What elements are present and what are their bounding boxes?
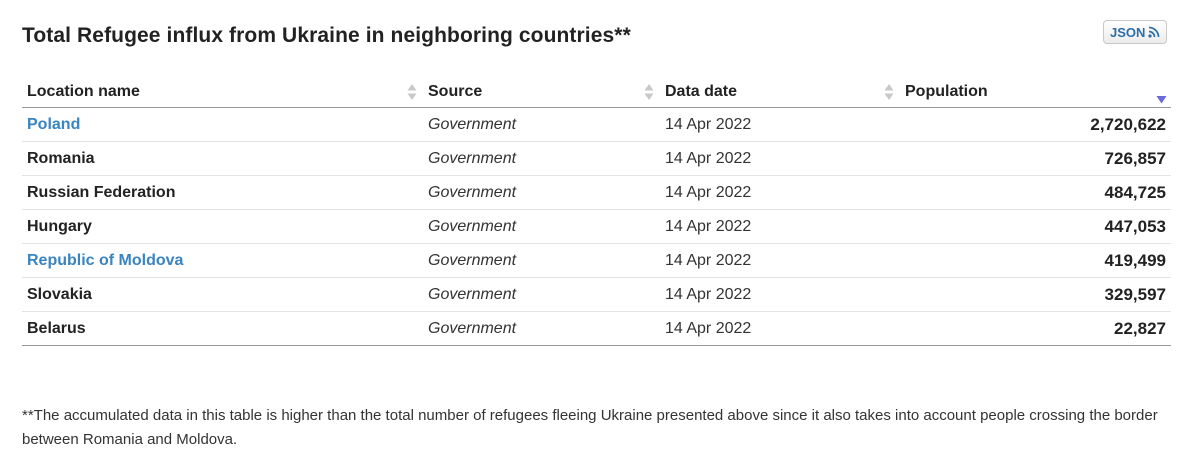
population-cell: 329,597 — [900, 277, 1171, 312]
sort-both-icon — [407, 84, 417, 100]
column-header-label: Location name — [27, 83, 140, 100]
location-cell: Belarus — [22, 311, 423, 346]
column-header-label: Population — [905, 83, 988, 100]
date-cell: 14 Apr 2022 — [660, 243, 900, 278]
table-row: Russian Federation Government 14 Apr 202… — [22, 175, 1171, 210]
source-cell: Government — [423, 277, 660, 312]
sort-descending-icon — [1156, 96, 1167, 104]
location-cell: Hungary — [22, 209, 423, 244]
footnote: **The accumulated data in this table is … — [22, 407, 1158, 448]
location-link-poland[interactable]: Poland — [22, 107, 423, 142]
column-header-location[interactable]: Location name — [22, 77, 423, 108]
date-cell: 14 Apr 2022 — [660, 107, 900, 142]
source-cell: Government — [423, 175, 660, 210]
source-cell: Government — [423, 243, 660, 278]
column-header-date[interactable]: Data date — [660, 77, 900, 108]
population-cell: 447,053 — [900, 209, 1171, 244]
column-header-source[interactable]: Source — [423, 77, 660, 108]
table-row: Belarus Government 14 Apr 2022 22,827 — [22, 311, 1171, 346]
date-cell: 14 Apr 2022 — [660, 141, 900, 176]
sort-both-icon — [644, 84, 654, 100]
population-cell: 22,827 — [900, 311, 1171, 346]
column-header-population[interactable]: Population — [900, 77, 1171, 108]
table-header-row: Location name Source Data date — [22, 77, 1171, 108]
location-link-moldova[interactable]: Republic of Moldova — [22, 243, 423, 278]
source-cell: Government — [423, 209, 660, 244]
location-cell: Slovakia — [22, 277, 423, 312]
table-row: Slovakia Government 14 Apr 2022 329,597 — [22, 277, 1171, 312]
json-button-label: JSON — [1110, 24, 1146, 40]
date-cell: 14 Apr 2022 — [660, 311, 900, 346]
population-cell: 2,720,622 — [900, 107, 1171, 142]
location-cell: Romania — [22, 141, 423, 176]
table-row: Poland Government 14 Apr 2022 2,720,622 — [22, 107, 1171, 142]
table-row: Hungary Government 14 Apr 2022 447,053 — [22, 209, 1171, 244]
source-cell: Government — [423, 311, 660, 346]
table-row: Romania Government 14 Apr 2022 726,857 — [22, 141, 1171, 176]
date-cell: 14 Apr 2022 — [660, 209, 900, 244]
location-cell: Russian Federation — [22, 175, 423, 210]
population-cell: 726,857 — [900, 141, 1171, 176]
population-cell: 484,725 — [900, 175, 1171, 210]
json-export-button[interactable]: JSON — [1103, 20, 1168, 44]
rss-icon — [1148, 26, 1160, 38]
table-row: Republic of Moldova Government 14 Apr 20… — [22, 243, 1171, 278]
date-cell: 14 Apr 2022 — [660, 175, 900, 210]
date-cell: 14 Apr 2022 — [660, 277, 900, 312]
page-title: Total Refugee influx from Ukraine in nei… — [22, 24, 631, 47]
sort-both-icon — [884, 84, 894, 100]
source-cell: Government — [423, 141, 660, 176]
source-cell: Government — [423, 107, 660, 142]
population-cell: 419,499 — [900, 243, 1171, 278]
column-header-label: Source — [428, 83, 483, 100]
column-header-label: Data date — [665, 83, 738, 100]
refugee-table: Location name Source Data date — [22, 77, 1171, 346]
